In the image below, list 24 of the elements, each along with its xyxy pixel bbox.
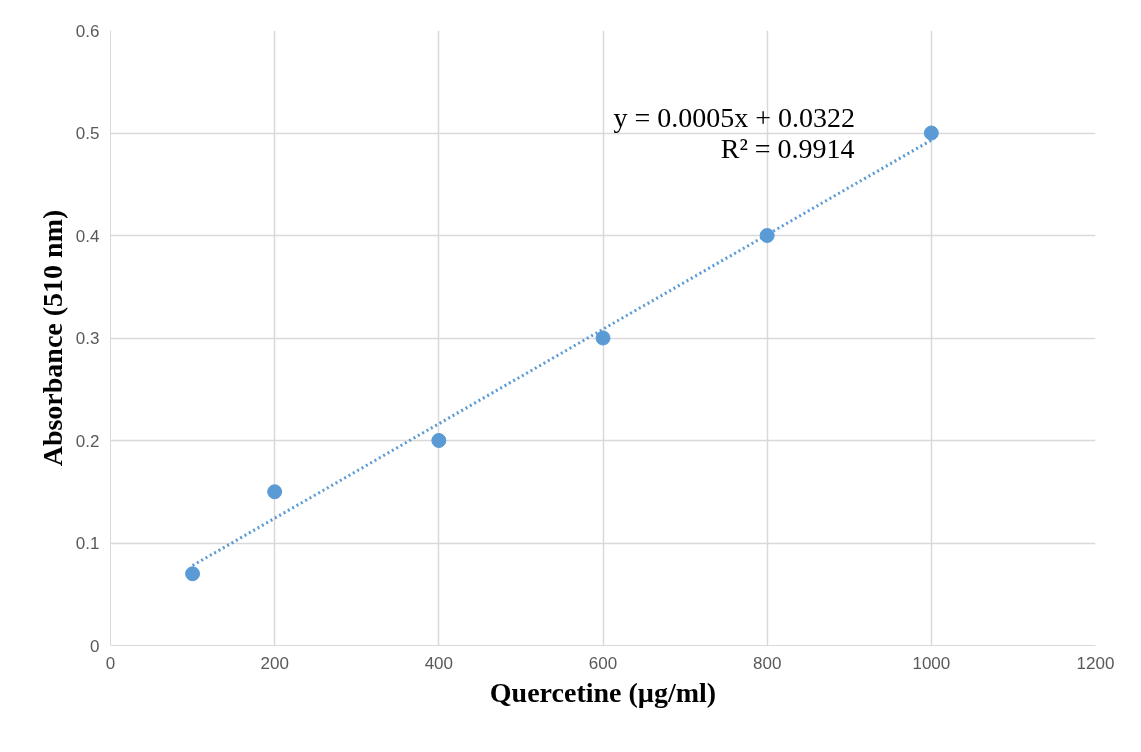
y-tick-label: 0.5 bbox=[75, 124, 100, 143]
y-tick-label: 0.3 bbox=[75, 329, 100, 348]
x-axis-title: Quercetine (µg/ml) bbox=[489, 676, 717, 708]
x-tick-label: 1200 bbox=[1076, 653, 1115, 673]
y-tick-label: 0.2 bbox=[75, 431, 100, 451]
y-tick-label: 0 bbox=[90, 636, 100, 656]
y-tick-label: 0.4 bbox=[75, 226, 100, 246]
y-axis-title: Absorbance (510 nm) bbox=[36, 209, 68, 467]
y-tick-label: 0.1 bbox=[75, 534, 100, 553]
annotation: R² = 0.9914 bbox=[720, 132, 855, 164]
annotation: y = 0.0005x + 0.0322 bbox=[613, 102, 856, 133]
x-tick-label: 0 bbox=[105, 653, 116, 673]
y-tick-label: 0.6 bbox=[75, 21, 100, 41]
x-tick-label: 400 bbox=[424, 653, 454, 673]
x-tick-label: 200 bbox=[260, 653, 289, 673]
point bbox=[431, 433, 447, 448]
x-tick-label: 600 bbox=[588, 653, 618, 673]
point bbox=[595, 330, 611, 346]
x-tick-label: 800 bbox=[752, 653, 782, 673]
point bbox=[185, 566, 201, 582]
point bbox=[923, 125, 939, 141]
point bbox=[759, 228, 775, 243]
point bbox=[267, 484, 283, 500]
x-tick-label: 1000 bbox=[912, 653, 951, 673]
